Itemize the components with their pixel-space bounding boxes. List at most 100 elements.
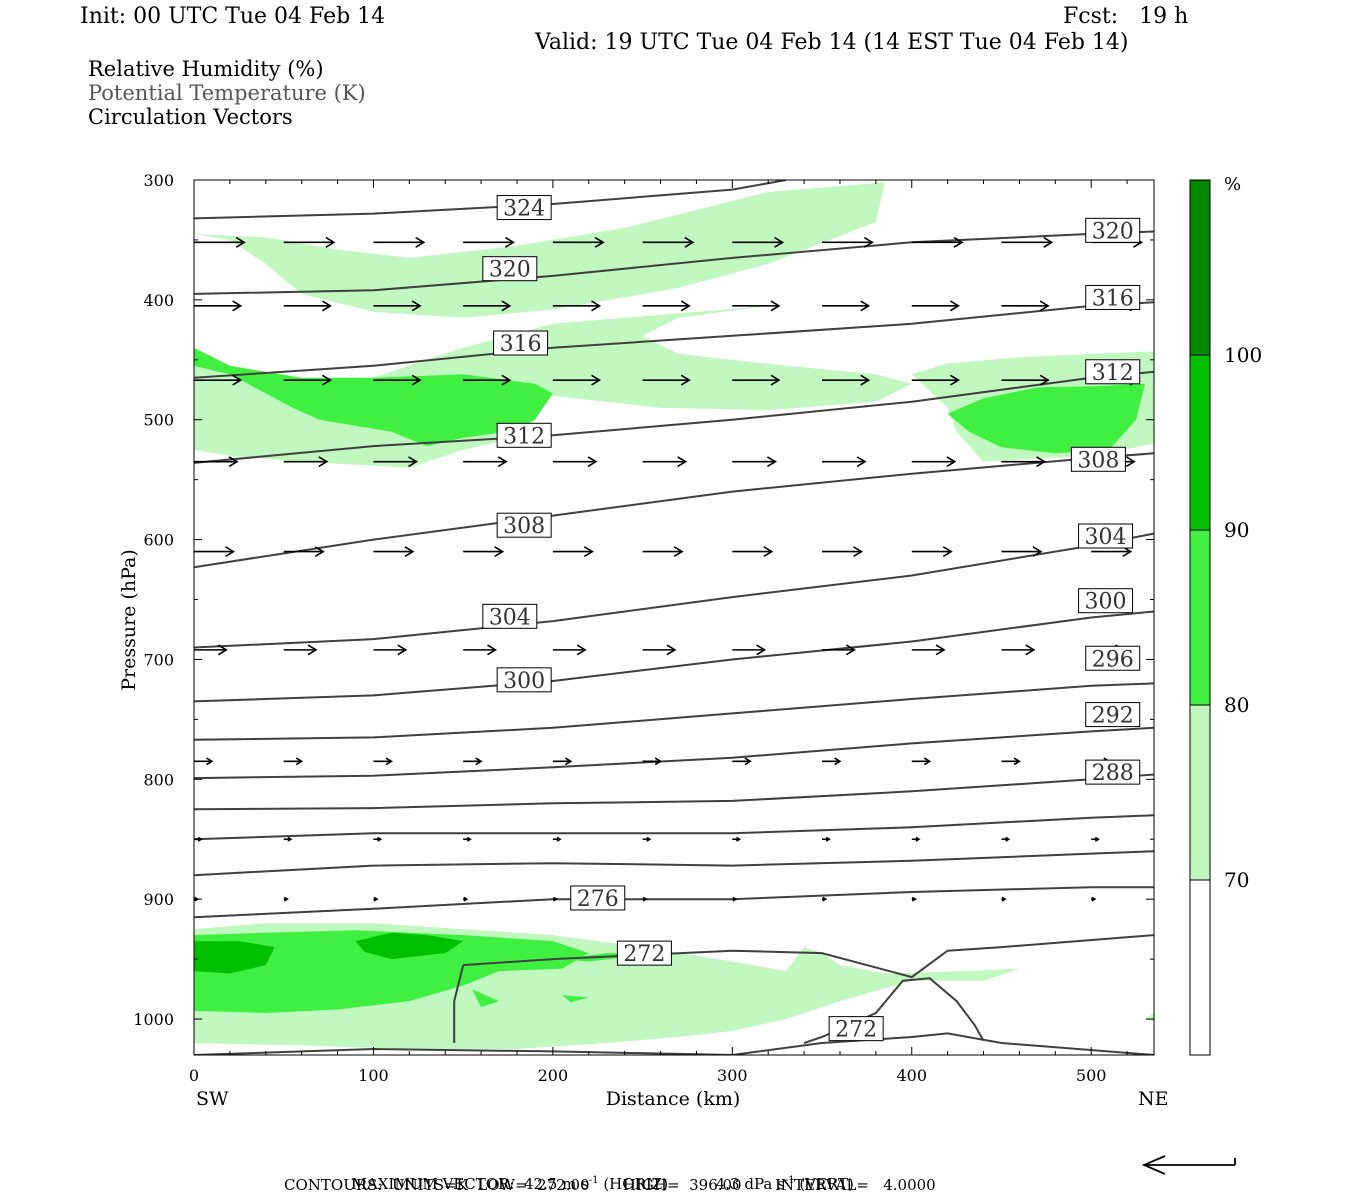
y-tick-label: 400 [143,291,174,310]
vector-head [949,374,960,386]
rh-shading [194,182,1154,1049]
valid-time: Valid: 19 UTC Tue 04 Feb 14 (14 EST Tue … [535,30,1129,55]
vector-head [283,896,289,902]
contour-label: 312 [1092,361,1134,386]
vector-head [494,546,505,558]
vector-arrow [822,456,867,468]
rh-fill-region [561,995,589,1003]
colorbar-segment [1189,179,1211,356]
colorbar-segment [1189,704,1211,881]
vector-head [1091,896,1097,902]
vector-head [1025,644,1036,656]
vector-head [860,374,871,386]
vector-arrow [552,300,602,312]
contour-label-box [1070,446,1126,472]
contour-label-box [496,195,552,221]
contour-label-box [1078,588,1134,614]
vector-head [684,236,695,248]
contour-label: 308 [503,514,545,539]
x-tick-label: 400 [896,1066,927,1085]
vector-head [411,300,422,312]
vector-head [553,896,559,902]
vector-head [673,546,684,558]
vector-head [825,836,831,842]
vector-arrow [642,757,663,766]
y-tick-label: 900 [143,890,174,909]
vector-head [680,374,691,386]
vector-head [953,236,964,248]
vector-head [411,374,422,386]
vector-arrow [1001,546,1043,558]
vector-head [845,644,856,656]
x-axis-title: Distance (km) [606,1088,741,1110]
vector-head [756,644,767,656]
contour-label: 324 [503,197,545,222]
colorbar-label: 70 [1224,868,1249,892]
theta-contour-276 [194,886,1154,919]
theta-contour-284 [194,814,1154,841]
y-tick-label: 1000 [133,1010,174,1029]
contour-label-box [493,330,549,356]
vector-arrow [283,644,318,656]
vector-arrow [732,836,742,842]
field-rh-label: Relative Humidity (%) [88,57,324,81]
vector-head [463,896,469,902]
y-axis-title: Pressure (hPa) [118,549,140,691]
contour-label: 292 [1092,704,1134,729]
rh-fill-region [355,932,464,960]
vector-arrow [194,757,214,766]
vector-head [385,757,393,766]
contour-label-box [570,885,626,911]
vector-arrow [911,836,921,842]
contour-label: 316 [1092,286,1134,311]
colorbar-unit: % [1224,174,1241,195]
vector-head [373,896,379,902]
vector-arrow [1091,896,1097,902]
vector-arrow [552,236,605,248]
contour-label: 312 [503,424,545,449]
contour-label: 304 [489,605,531,630]
vector-arrow [373,644,408,656]
vector-arrow [194,236,246,248]
y-tick-label: 300 [143,171,174,190]
vector-head [232,374,243,386]
vector-arrow [911,896,917,902]
vector-arrow [1091,836,1100,842]
contour-label-box [1085,645,1141,671]
vector-arrow [822,757,842,766]
forecast-hour: Fcst: 19 h [1063,4,1189,29]
colorbar-segment [1189,529,1211,706]
theta-contour-288 [194,773,1154,811]
vector-arrow [463,374,512,386]
vector-arrow [1001,757,1021,766]
max-vector-vert-exp: -1 [784,1175,795,1186]
vector-head [770,300,781,312]
contour-labels: 324 320 316 312 308 304 300 276 272 272 320 316 312 3… [482,195,1141,1043]
vector-head [576,644,587,656]
vector-head [321,374,332,386]
vector-arrow [463,236,515,248]
contour-label: 272 [835,1018,877,1043]
vector-head [1039,300,1050,312]
vector-arrow [642,456,688,468]
max-vector-label: MAXIMUM VECTOR: [351,1175,515,1193]
rh-fill-region [194,930,589,1013]
vector-arrow [463,456,508,468]
vector-arrow [373,456,419,468]
contour-label: 320 [489,258,531,283]
vector-arrow [194,300,243,312]
vector-arrow [1001,896,1007,902]
vector-head [325,236,336,248]
vector-arrow [1001,300,1050,312]
vector-arrow [373,300,422,312]
rh-fill-region [194,347,553,447]
vector-arrow [732,757,752,766]
x-tick-label: 100 [358,1066,389,1085]
vector-head [834,757,842,766]
vector-head [1039,374,1050,386]
vector-head [225,546,236,558]
contour-label: 300 [503,669,545,694]
theta-contour-272 [463,934,1154,979]
contour-label: 288 [1092,761,1134,786]
vector-arrow [194,374,243,386]
